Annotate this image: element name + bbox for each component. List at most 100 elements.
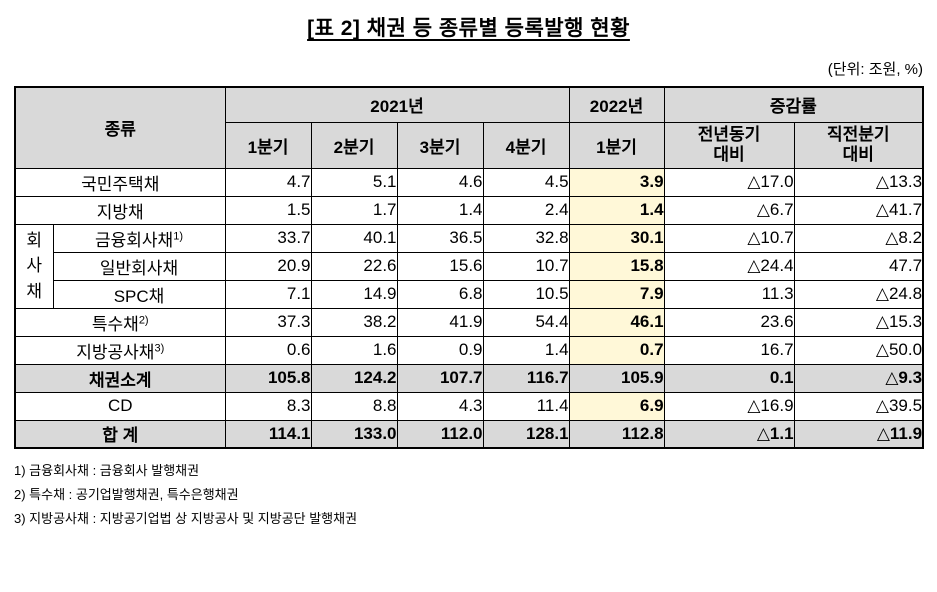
row-label: CD bbox=[14, 391, 226, 421]
cell: △1.1 bbox=[663, 419, 795, 449]
cell: 32.8 bbox=[482, 223, 570, 253]
cell: 4.7 bbox=[224, 167, 312, 197]
col-header-2021-q1: 1분기 bbox=[224, 121, 312, 169]
cell: 105.8 bbox=[224, 363, 312, 393]
cell-highlight: 3.9 bbox=[568, 167, 665, 197]
table-body: 국민주택채 4.7 5.1 4.6 4.5 3.9 △17.0 △13.3 지방… bbox=[14, 167, 924, 449]
col-header-type: 종류 bbox=[14, 86, 226, 169]
row-label: 금융회사채1) bbox=[52, 223, 226, 253]
row-group-label-corporate-bond: 회 사 채 bbox=[14, 223, 54, 309]
cell: 47.7 bbox=[793, 251, 924, 281]
cell: 11.4 bbox=[482, 391, 570, 421]
cell: 112.0 bbox=[396, 419, 484, 449]
cell: 116.7 bbox=[482, 363, 570, 393]
cell: 114.1 bbox=[224, 419, 312, 449]
cell: 8.8 bbox=[310, 391, 398, 421]
cell: △15.3 bbox=[793, 307, 924, 337]
row-label-text: SPC채 bbox=[113, 286, 165, 306]
cell: 0.1 bbox=[663, 363, 795, 393]
cell-highlight: 1.4 bbox=[568, 195, 665, 225]
cell: 11.3 bbox=[663, 279, 795, 309]
footnote-marker: 2) bbox=[138, 313, 149, 326]
cell-highlight: 46.1 bbox=[568, 307, 665, 337]
cell: 4.5 bbox=[482, 167, 570, 197]
row-label: 채권소계 bbox=[14, 363, 226, 393]
cell: 1.6 bbox=[310, 335, 398, 365]
cell: △10.7 bbox=[663, 223, 795, 253]
cell: △6.7 bbox=[663, 195, 795, 225]
row-label-text: 지방채 bbox=[96, 202, 144, 222]
cell: △16.9 bbox=[663, 391, 795, 421]
cell: 107.7 bbox=[396, 363, 484, 393]
page: [표 2] 채권 등 종류별 등록발행 현황 (단위: 조원, %) 종류 20… bbox=[14, 17, 925, 531]
col-header-2021-q3: 3분기 bbox=[396, 121, 484, 169]
row-label: 국민주택채 bbox=[14, 167, 226, 197]
cell: 10.7 bbox=[482, 251, 570, 281]
cell: △8.2 bbox=[793, 223, 924, 253]
cell: △17.0 bbox=[663, 167, 795, 197]
col-header-qoq: 직전분기 대비 bbox=[793, 121, 924, 169]
cell: 36.5 bbox=[396, 223, 484, 253]
cell: 128.1 bbox=[482, 419, 570, 449]
table-row-special-bond: 특수채2) 37.3 38.2 41.9 54.4 46.1 23.6 △15.… bbox=[14, 307, 924, 337]
cell: 4.3 bbox=[396, 391, 484, 421]
footnotes: 1) 금융회사채 : 금융회사 발행채권 2) 특수채 : 공기업발행채권, 특… bbox=[14, 459, 923, 531]
col-header-yoy: 전년동기 대비 bbox=[663, 121, 795, 169]
cell: 1.5 bbox=[224, 195, 312, 225]
row-label-text: 특수채 bbox=[91, 314, 139, 334]
cell-highlight: 30.1 bbox=[568, 223, 665, 253]
cell-highlight: 105.9 bbox=[568, 363, 665, 393]
cell: 14.9 bbox=[310, 279, 398, 309]
row-label-text: 지방공사채 bbox=[76, 342, 155, 362]
table-header: 종류 2021년 2022년 증감률 1분기 2분기 3분기 4분기 1분기 전… bbox=[14, 86, 924, 169]
table-title: [표 2] 채권 등 종류별 등록발행 현황 bbox=[307, 17, 630, 40]
cell: 1.7 bbox=[310, 195, 398, 225]
row-label: SPC채 bbox=[52, 279, 226, 309]
cell-highlight: 112.8 bbox=[568, 419, 665, 449]
cell-highlight: 0.7 bbox=[568, 335, 665, 365]
cell: 1.4 bbox=[482, 335, 570, 365]
cell: 23.6 bbox=[663, 307, 795, 337]
table-row-general-corporate-bond: 일반회사채 20.9 22.6 15.6 10.7 15.8 △24.4 47.… bbox=[15, 251, 924, 281]
cell: △41.7 bbox=[793, 195, 924, 225]
table-row-local-public-corp-bond: 지방공사채3) 0.6 1.6 0.9 1.4 0.7 16.7 △50.0 bbox=[14, 335, 924, 365]
cell: 2.4 bbox=[482, 195, 570, 225]
cell: 41.9 bbox=[396, 307, 484, 337]
row-label: 지방채 bbox=[14, 195, 226, 225]
footnote-1: 1) 금융회사채 : 금융회사 발행채권 bbox=[14, 463, 200, 478]
table-row-spc-bond: SPC채 7.1 14.9 6.8 10.5 7.9 11.3 △24.8 bbox=[15, 279, 924, 309]
table-row-municipal-bond: 지방채 1.5 1.7 1.4 2.4 1.4 △6.7 △41.7 bbox=[14, 195, 924, 225]
row-label: 지방공사채3) bbox=[14, 335, 226, 365]
cell: △9.3 bbox=[793, 363, 924, 393]
row-label: 특수채2) bbox=[14, 307, 226, 337]
row-label-text: 금융회사채 bbox=[95, 230, 174, 250]
cell: △11.9 bbox=[793, 419, 924, 449]
cell: 16.7 bbox=[663, 335, 795, 365]
header-row-years: 종류 2021년 2022년 증감률 bbox=[14, 86, 924, 169]
cell: △50.0 bbox=[793, 335, 924, 365]
table-row-bond-subtotal: 채권소계 105.8 124.2 107.7 116.7 105.9 0.1 △… bbox=[14, 363, 924, 393]
row-label: 합 계 bbox=[14, 419, 226, 449]
row-label-text: 합 계 bbox=[102, 426, 139, 446]
row-label-text: 채권소계 bbox=[88, 370, 152, 390]
cell: 1.4 bbox=[396, 195, 484, 225]
cell: 133.0 bbox=[310, 419, 398, 449]
cell: 0.9 bbox=[396, 335, 484, 365]
row-label-text: 일반회사채 bbox=[99, 258, 179, 278]
table-row-national-housing-bond: 국민주택채 4.7 5.1 4.6 4.5 3.9 △17.0 △13.3 bbox=[14, 167, 924, 197]
cell: 5.1 bbox=[310, 167, 398, 197]
cell: △39.5 bbox=[793, 391, 924, 421]
cell: △24.4 bbox=[663, 251, 795, 281]
cell: 20.9 bbox=[224, 251, 312, 281]
footnote-3: 3) 지방공사채 : 지방공기업법 상 지방공사 및 지방공단 발행채권 bbox=[14, 511, 358, 527]
cell: 40.1 bbox=[310, 223, 398, 253]
bond-issuance-table: 종류 2021년 2022년 증감률 1분기 2분기 3분기 4분기 1분기 전… bbox=[14, 86, 925, 449]
header-row-quarters: 1분기 2분기 3분기 4분기 1분기 전년동기 대비 직전분기 대비 bbox=[15, 121, 924, 169]
cell: 8.3 bbox=[224, 391, 312, 421]
col-header-change: 증감률 bbox=[663, 86, 924, 123]
unit-note: (단위: 조원, %) bbox=[827, 61, 923, 78]
cell-highlight: 6.9 bbox=[568, 391, 665, 421]
cell: △24.8 bbox=[793, 279, 924, 309]
cell: 15.6 bbox=[396, 251, 484, 281]
cell: 22.6 bbox=[310, 251, 398, 281]
